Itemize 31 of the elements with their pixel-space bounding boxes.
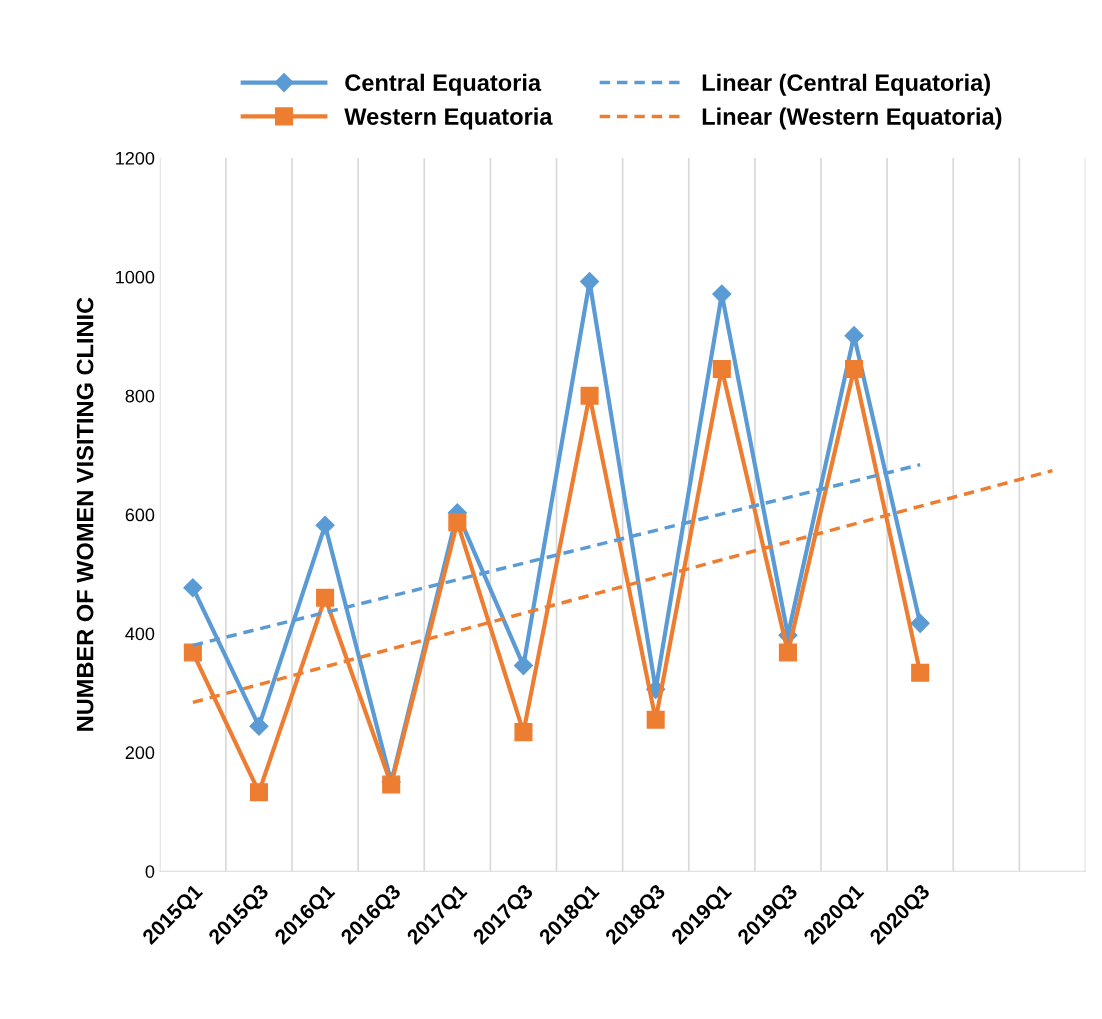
point	[513, 656, 533, 676]
legend-label: Western Equatoria	[344, 107, 553, 130]
y-tick-label: 400	[125, 627, 155, 641]
y-axis-title: NUMBER OF WOMEN VISITING CLINIC	[76, 297, 94, 731]
point	[183, 578, 203, 598]
point	[514, 723, 533, 742]
point	[778, 643, 797, 662]
point	[911, 663, 930, 682]
point	[580, 386, 599, 405]
legend-label: Central Equatoria	[345, 73, 542, 96]
point	[183, 643, 202, 662]
legend-label: Linear (Central Equatoria)	[702, 73, 990, 96]
point	[844, 326, 864, 346]
point	[315, 515, 335, 535]
y-tick-label: 0	[145, 865, 155, 878]
y-tick-label: 800	[125, 389, 155, 403]
point	[316, 588, 335, 607]
point	[448, 513, 467, 532]
point	[712, 359, 731, 378]
point	[712, 284, 732, 304]
point	[910, 613, 930, 633]
point	[646, 710, 665, 729]
y-tick-label: 1000	[116, 270, 155, 284]
point	[249, 716, 269, 736]
point	[580, 272, 600, 292]
y-tick-label: 200	[125, 746, 155, 760]
y-tick-label: 1200	[116, 151, 155, 165]
legend-label: Linear (Western Equatoria)	[702, 107, 1002, 130]
point	[249, 783, 268, 802]
point	[845, 359, 864, 378]
y-tick-label: 600	[125, 508, 155, 522]
